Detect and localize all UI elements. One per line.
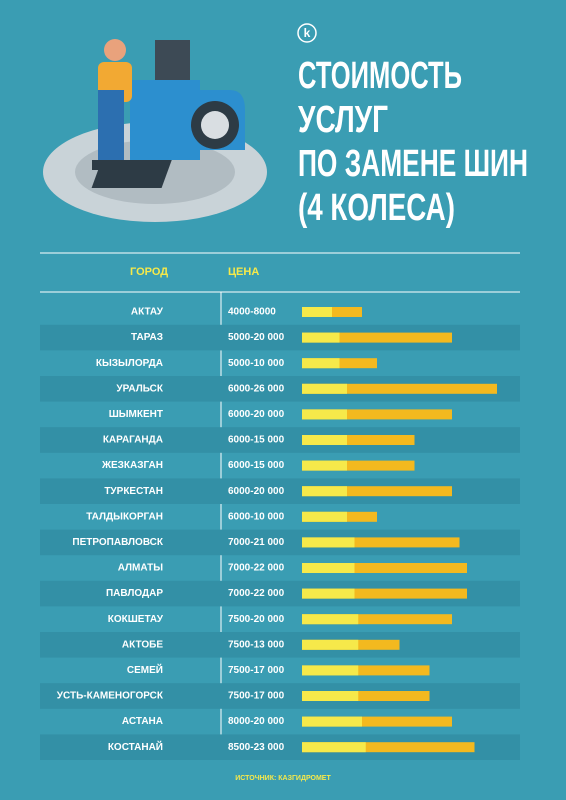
category-label: КАРАГАНДА <box>103 435 163 446</box>
bar-high <box>302 742 475 753</box>
category-label: ТАЛДЫКОРГАН <box>86 511 163 522</box>
bar-high <box>302 332 452 343</box>
bar-high <box>302 691 430 701</box>
bar-low <box>302 332 340 343</box>
bar-low <box>302 742 366 753</box>
bar-low <box>302 435 347 445</box>
value-label: 6000-15 000 <box>228 460 285 471</box>
category-label: СЕМЕЙ <box>127 663 163 676</box>
value-label: 6000-20 000 <box>228 486 285 497</box>
value-label: 7500-20 000 <box>228 614 285 625</box>
bar-high <box>302 665 430 676</box>
bar-high <box>302 383 497 394</box>
value-label: 6000-20 000 <box>228 409 285 420</box>
source: ИСТОЧНИК: КАЗГИДРОМЕТ <box>235 775 331 782</box>
category-label: ПЕТРОПАВЛОВСК <box>72 537 164 548</box>
category-label: ЖЕЗКАЗГАН <box>101 460 163 471</box>
value-label: 8500-23 000 <box>228 742 285 753</box>
logo: k <box>304 26 311 40</box>
value-label: 7500-13 000 <box>228 639 285 650</box>
category-label: ПАВЛОДАР <box>106 588 163 599</box>
title-line: (4 КОЛЕСА) <box>298 187 455 229</box>
value-label: 7000-22 000 <box>228 588 285 599</box>
category-label: АСТАНА <box>122 716 163 727</box>
category-label: КОКШЕТАУ <box>108 614 164 625</box>
bar-low <box>302 614 359 625</box>
category-label: АЛМАТЫ <box>118 563 164 574</box>
row-stripe <box>40 427 520 453</box>
category-label: УРАЛЬСК <box>116 383 164 394</box>
bar-low <box>302 409 347 420</box>
bar-low <box>302 716 362 727</box>
bar-low <box>302 486 347 497</box>
bar-low <box>302 511 347 522</box>
bar-low <box>302 588 355 599</box>
logo-ring <box>297 23 317 43</box>
value-label: 5000-10 000 <box>228 358 285 369</box>
value-label: 4000-8000 <box>228 307 276 318</box>
title-line: СТОИМОСТЬ <box>298 55 462 97</box>
bar-low <box>302 691 359 701</box>
bar-high <box>302 563 467 573</box>
row-stripe <box>40 683 520 709</box>
value-label: 6000-15 000 <box>228 435 285 446</box>
value-label: 7500-17 000 <box>228 691 285 702</box>
category-label: ТУРКЕСТАН <box>104 486 163 497</box>
row-stripe <box>40 632 520 658</box>
value-label: 6000-10 000 <box>228 511 285 522</box>
bar-high <box>302 614 452 625</box>
bar-low <box>302 383 347 394</box>
category-label: АКТОБЕ <box>122 639 163 650</box>
bar-high <box>302 486 452 497</box>
value-label: 7000-22 000 <box>228 563 285 574</box>
bar-low <box>302 358 340 369</box>
bar-high <box>302 435 415 445</box>
title-line: УСЛУГ <box>298 99 388 141</box>
category-label: АКТАУ <box>131 307 164 318</box>
category-label: УСТЬ-КАМЕНОГОРСК <box>57 691 164 702</box>
bar-low <box>302 307 332 317</box>
column-header: ГОРОД <box>130 266 168 278</box>
value-label: 5000-20 000 <box>228 332 285 343</box>
bar-low <box>302 639 359 650</box>
bar-low <box>302 665 359 676</box>
category-label: КОСТАНАЙ <box>108 740 163 753</box>
bar-high <box>302 716 452 727</box>
value-label: 6000-26 000 <box>228 383 285 394</box>
category-label: КЫЗЫЛОРДА <box>96 358 163 369</box>
bar-high <box>302 588 467 599</box>
bar-low <box>302 563 355 573</box>
bar-high <box>302 460 415 471</box>
column-header: ЦЕНА <box>228 266 259 278</box>
category-label: ШЫМКЕНТ <box>109 409 163 420</box>
bar-low <box>302 537 355 548</box>
category-label: ТАРАЗ <box>131 332 163 343</box>
value-label: 8000-20 000 <box>228 716 285 727</box>
value-label: 7500-17 000 <box>228 665 285 676</box>
bar-high <box>302 537 460 548</box>
value-label: 7000-21 000 <box>228 537 285 548</box>
title-line: ПО ЗАМЕНЕ ШИН <box>298 143 528 185</box>
bar-high <box>302 409 452 420</box>
illustration <box>43 39 267 222</box>
bar-low <box>302 460 347 471</box>
